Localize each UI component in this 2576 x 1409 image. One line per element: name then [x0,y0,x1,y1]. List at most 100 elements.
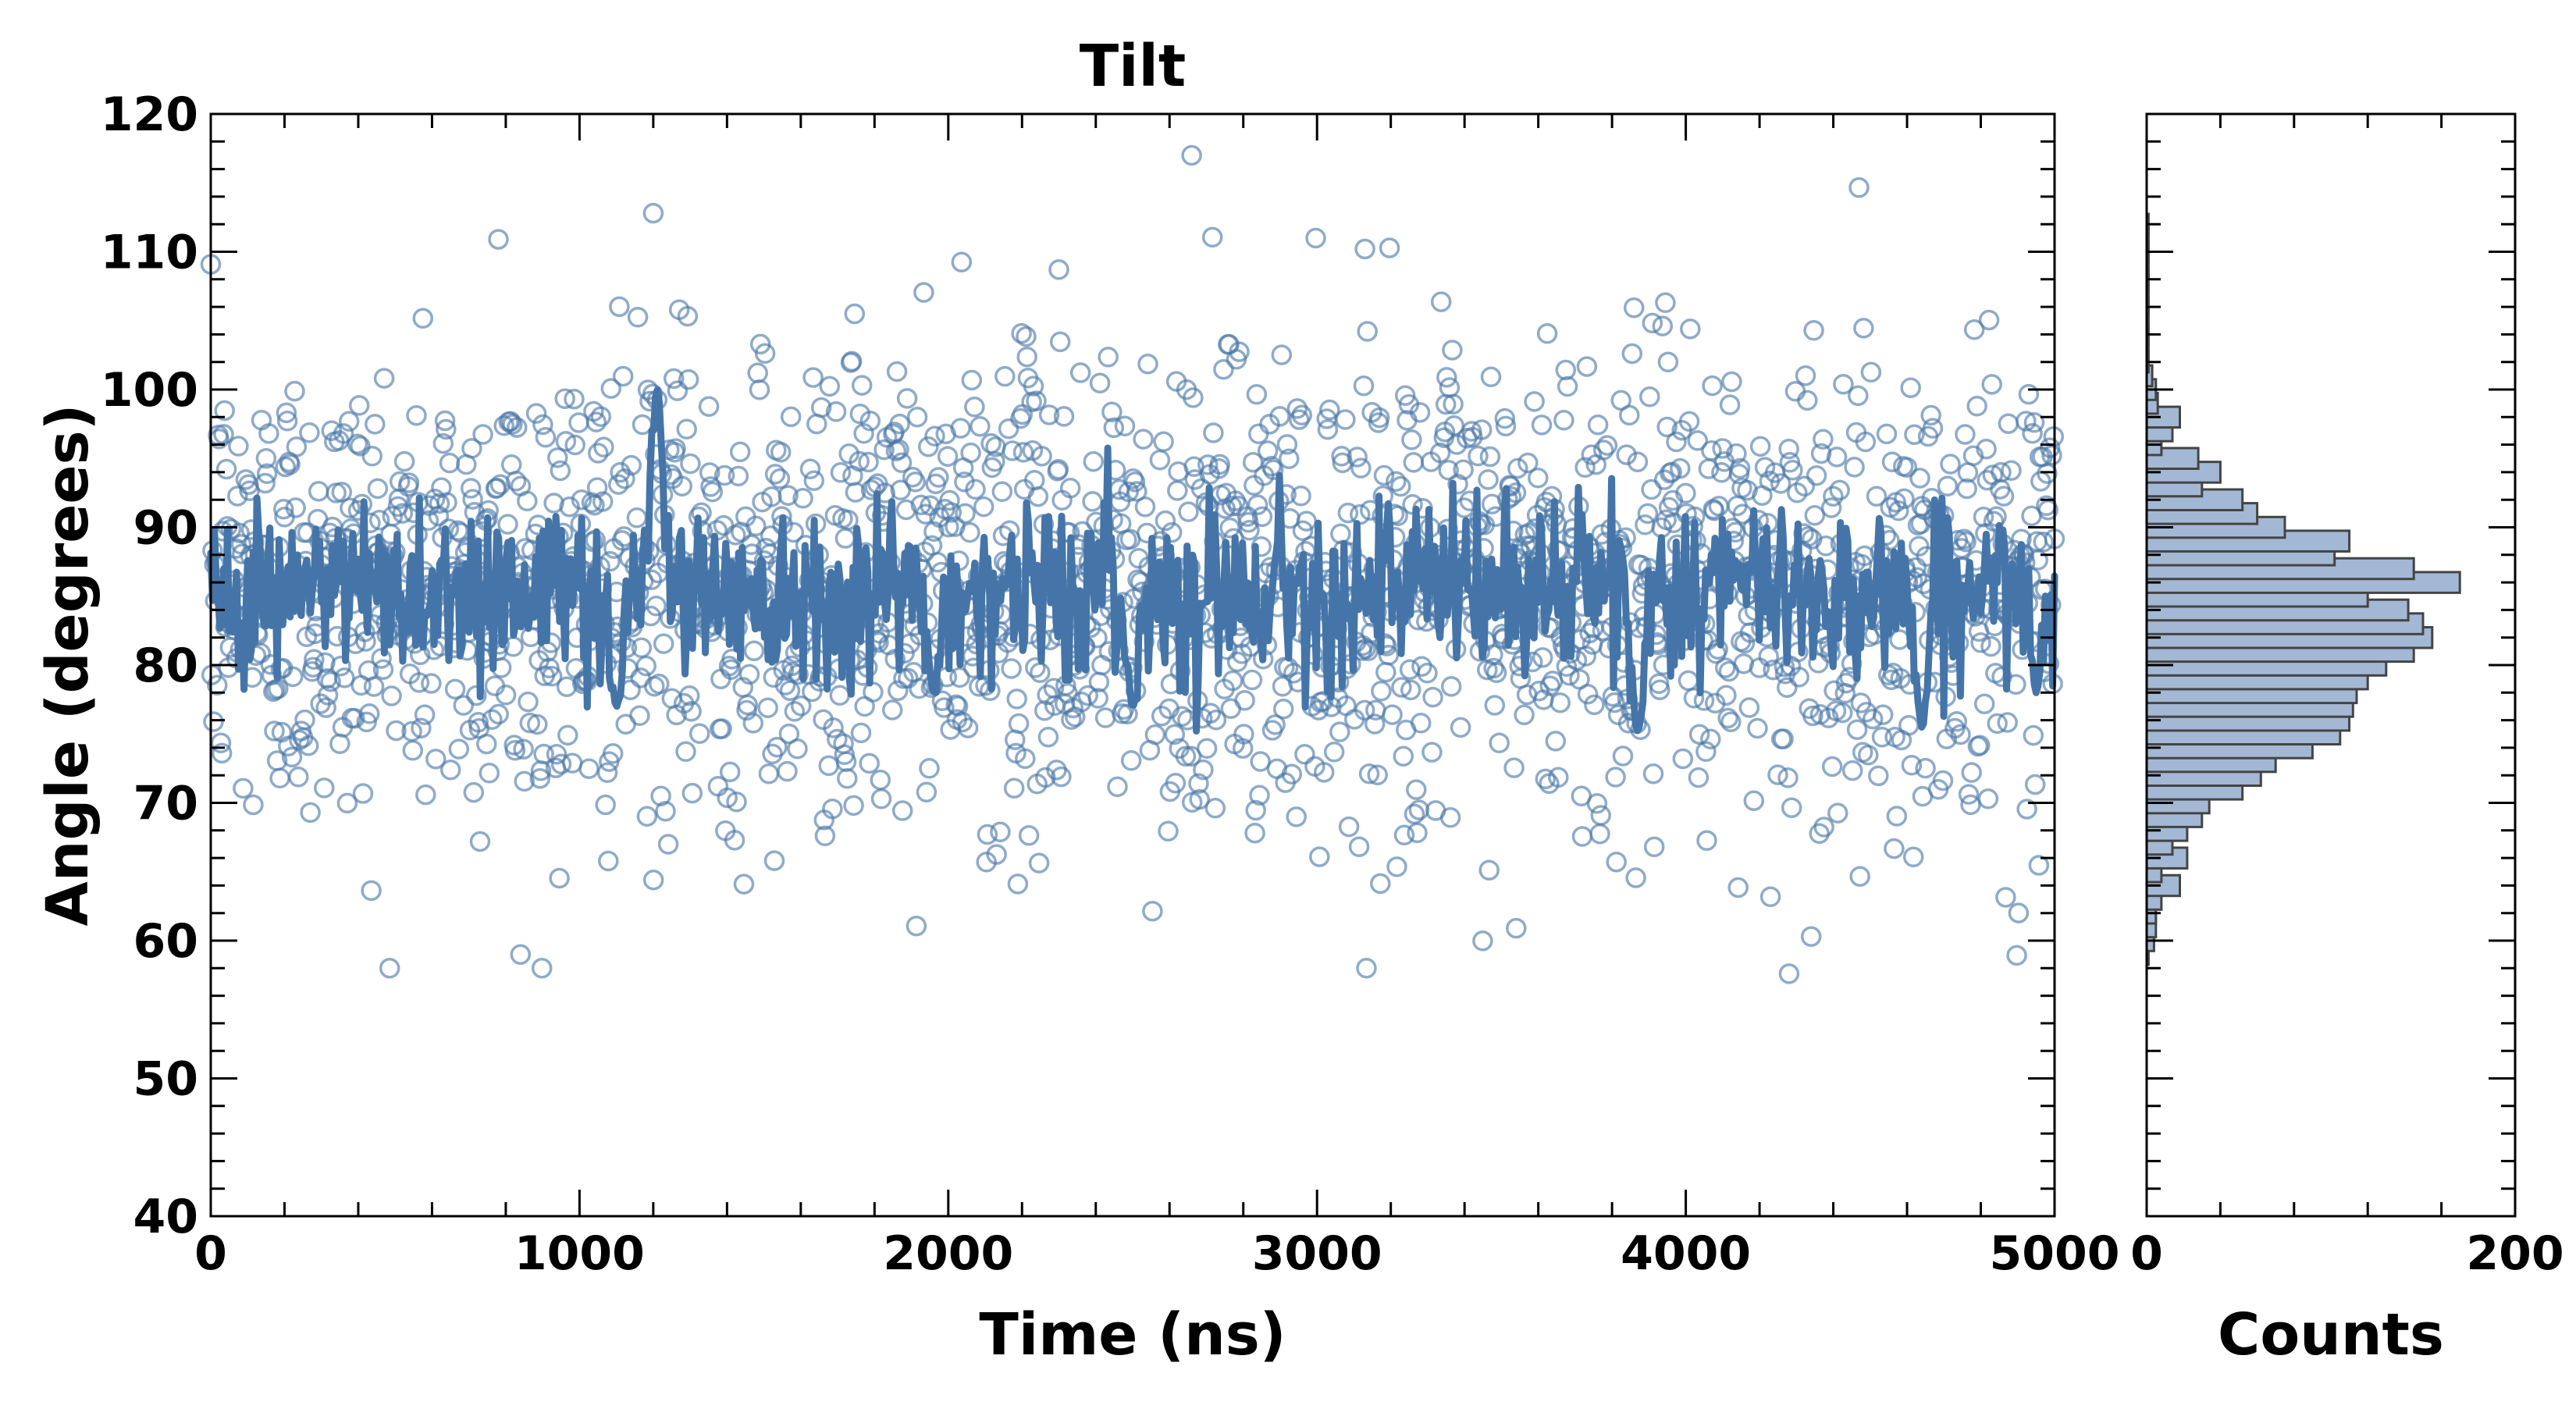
data-point [720,659,742,680]
data-point [1113,699,1135,720]
data-point [1279,448,1300,469]
data-point [533,743,554,765]
data-point [1244,822,1265,844]
data-point [1429,442,1451,464]
data-point [1821,756,1843,777]
time-series-plot: 0 1000 2000 3000 4000 5000 40 50 60 70 80 90 100 110 1… [34,33,2120,1368]
data-point [402,740,424,761]
data-point [215,458,237,480]
data-point [546,744,568,765]
data-point [1637,503,1659,525]
data-point [1323,742,1345,763]
data-point [1382,704,1403,725]
data-point [858,451,879,473]
data-point [386,720,407,742]
data-point [1394,385,1416,406]
x-tick-label: 0 [194,1226,227,1281]
data-point [1545,731,1567,752]
data-point [488,229,509,250]
data-point [379,958,400,979]
data-point [1365,699,1386,721]
data-point [1348,836,1370,857]
data-point [1507,457,1528,479]
data-point [1478,469,1499,490]
data-point [1089,372,1111,393]
data-point [680,453,701,475]
data-point [1901,755,1923,776]
data-point [561,753,583,774]
data-point [1604,692,1625,713]
data-point [382,506,404,527]
data-point [243,794,264,816]
data-point [1276,434,1298,455]
data-point [950,418,971,439]
data-point [593,436,614,458]
data-point [1292,520,1314,542]
data-point [1693,690,1715,711]
x-tick-label: 3000 [1252,1226,1382,1281]
data-point [1357,321,1378,342]
data-point [653,633,674,654]
data-point [961,369,983,391]
data-point [406,404,427,426]
data-point [1532,647,1553,668]
data-point [1858,744,1879,766]
data-point [1368,407,1390,429]
data-point [1571,826,1593,847]
data-point [1265,714,1286,735]
data-point [1407,822,1428,844]
data-point [398,472,420,493]
x-tick-label: 2000 [883,1226,1013,1281]
data-point [338,411,360,432]
data-point [663,368,685,390]
data-point [1813,817,1834,838]
data-point [841,350,863,372]
data-point [1023,375,1044,397]
data-point [1747,717,1768,739]
data-point [1688,767,1710,788]
data-point [488,703,509,725]
data-point [984,450,1005,472]
data-point [1592,439,1614,461]
data-point [843,795,864,817]
hist-x-tick-label: 0 [2130,1226,2163,1281]
data-point [519,712,541,734]
data-point [1244,475,1265,496]
data-point [1241,669,1263,691]
data-point [626,507,648,528]
data-point [1922,418,1944,439]
data-point [1536,323,1558,344]
data-point [754,343,776,364]
data-point [939,489,960,511]
y-tick-label: 50 [133,1052,199,1107]
data-point [837,767,858,789]
data-point [1114,415,1136,437]
data-point [1317,418,1339,440]
data-point [1655,292,1676,314]
data-point [1849,866,1870,887]
data-point [1245,799,1266,821]
data-point [913,282,934,303]
data-point [1749,436,1771,457]
data-point [1144,724,1166,745]
data-point [1478,859,1500,881]
data-point [276,402,297,424]
data-point [681,782,703,804]
data-point [726,791,747,813]
data-point [1795,365,1816,386]
data-point [415,784,436,806]
data-point [356,711,377,733]
data-point [1107,776,1128,798]
data-point [555,431,577,452]
data-point [513,738,534,760]
data-point [1271,344,1293,365]
data-point [1961,762,1982,783]
data-point [1738,697,1760,718]
data-point [1436,367,1457,388]
data-point [361,446,383,467]
hist-x-axis-title: Counts [2218,1301,2444,1368]
data-point [1124,471,1146,493]
data-point [1069,362,1091,383]
data-point [279,454,301,475]
